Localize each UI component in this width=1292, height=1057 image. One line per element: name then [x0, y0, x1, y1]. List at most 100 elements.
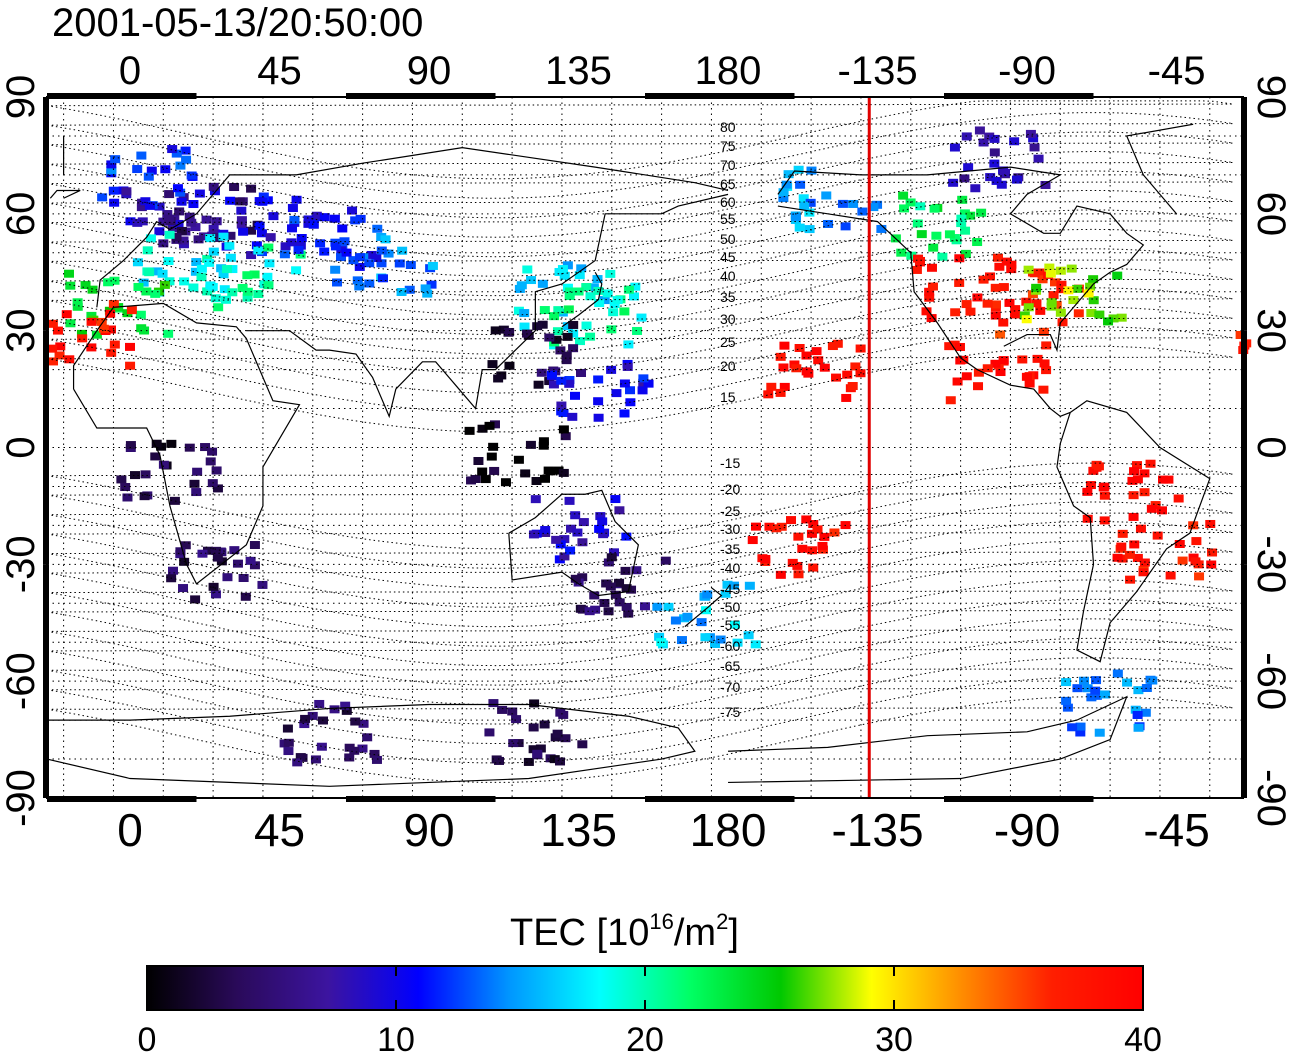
tec-patch-cell [207, 447, 218, 456]
tec-patch-cell [764, 522, 775, 531]
tec-patch-cell [172, 184, 183, 193]
tec-patch-cell [568, 320, 579, 329]
tec-patch-cell [526, 276, 537, 285]
longitude-ticks-top: 0 45 90 135 180 -135 -90 -45 [119, 49, 1206, 93]
colorbar-tick-label: 10 [377, 1021, 415, 1057]
tec-patch-cell [1094, 310, 1105, 319]
tec-patch-cell [427, 261, 438, 270]
tec-patch-cell [314, 699, 325, 708]
tec-patch-cell [926, 263, 937, 272]
coastline-path [561, 271, 603, 328]
tec-patch-cell [253, 289, 264, 298]
tec-patch-cell [1112, 271, 1123, 280]
tec-patch-cell [552, 327, 563, 336]
tec-patch-cell [702, 590, 713, 599]
tec-patch-cell [287, 224, 298, 233]
tec-patch-cell [1132, 553, 1143, 562]
tec-patch-cell [561, 356, 572, 365]
tec-patch-cell [1006, 265, 1017, 274]
contour-label: -50 [720, 599, 740, 615]
tec-patch-cell [556, 401, 567, 410]
tec-patch-cell [132, 258, 143, 267]
tec-patch-cell [552, 729, 563, 738]
lat-tick-label: 30 [0, 308, 43, 353]
tec-patch-cell [561, 351, 572, 360]
tec-patch-cell [1035, 306, 1046, 315]
tec-patch-cell [952, 377, 963, 386]
contour-line [46, 657, 1234, 745]
tec-patch-cell [180, 541, 191, 550]
tec-patch-cell [420, 284, 431, 293]
tec-patch-cell [1147, 676, 1158, 685]
tec-patch-cell [546, 370, 557, 379]
tec-patch-cell [528, 745, 539, 754]
tec-patch-cell [801, 515, 812, 524]
tec-patch-cell [296, 234, 307, 243]
tec-patch-cell [720, 589, 731, 598]
tec-patch-cell [876, 224, 887, 233]
tec-patch-cell [176, 197, 187, 206]
tec-patch-cell [1133, 686, 1144, 695]
tec-patch-cell [175, 547, 186, 556]
colorbar-tick-label: 0 [138, 1021, 157, 1057]
tec-patch-cell [122, 493, 133, 502]
tec-patch-cell [577, 740, 588, 749]
tec-patch-cell [555, 346, 566, 355]
tec-patch-cell [106, 348, 117, 357]
tec-patch-cell [924, 287, 935, 296]
tec-patch-cell [211, 217, 222, 226]
frame-bar-bottom [346, 796, 496, 802]
tec-patch-cell [991, 176, 1002, 185]
contour-label: 80 [720, 119, 736, 135]
tec-patch-cell [1173, 494, 1184, 503]
tec-patch-cell [1088, 275, 1099, 284]
tec-patch-cell [924, 293, 935, 302]
contour-label: -75 [720, 704, 740, 720]
contour-label: -35 [720, 541, 740, 557]
tec-patch-cell [293, 245, 304, 254]
tec-patch-cell [493, 374, 504, 383]
tec-patch-cell [1128, 491, 1139, 500]
tec-patch-cell [1117, 529, 1128, 538]
frame-bar-top [645, 93, 795, 99]
tec-patch-cell [357, 744, 368, 753]
tec-patch-cell [996, 180, 1007, 189]
tec-patch-cell [376, 259, 387, 268]
tec-patch-cell [480, 475, 491, 484]
tec-patch-cell [763, 390, 774, 399]
tec-patch-cell [610, 495, 621, 504]
tec-patch-cell [995, 368, 1006, 377]
tec-patch-cell [218, 232, 229, 241]
tec-patch-cell [837, 199, 848, 208]
frame-bar-bottom [944, 796, 1094, 802]
contour-line [46, 150, 1234, 238]
tec-patch-cell [336, 253, 347, 262]
tec-patch-cell [154, 202, 165, 211]
tec-patch-cell [857, 207, 868, 216]
tec-patch-cell [184, 212, 195, 221]
tec-patch-cell [1073, 309, 1084, 318]
tec-patch-cell [896, 248, 907, 257]
tec-patch-cell [963, 163, 974, 172]
tec-patch-cell [593, 375, 604, 384]
tec-patch-cell [566, 524, 577, 533]
tec-patch-cell [559, 271, 570, 280]
tec-patch-cell [477, 467, 488, 476]
tec-patch-cell [555, 757, 566, 766]
tec-patch-cell [65, 281, 76, 290]
tec-patch-cell [570, 574, 581, 583]
tec-patch-cell [631, 566, 642, 575]
tec-patch-cell [1086, 693, 1097, 702]
tec-patch-cell [562, 322, 573, 331]
tec-patch-cell [200, 443, 211, 452]
tec-patch-cell [307, 711, 318, 720]
tec-patch-cell [208, 247, 219, 256]
lat-tick-label: 60 [1249, 192, 1292, 237]
tec-patch-cell [614, 598, 625, 607]
tec-patch-cell [730, 620, 741, 629]
contour-line [46, 598, 1234, 686]
tec-patch-cell [355, 214, 366, 223]
tec-patch-cell [1152, 531, 1163, 540]
tec-patch-cell [620, 566, 631, 575]
tec-patch-cell [960, 226, 971, 235]
